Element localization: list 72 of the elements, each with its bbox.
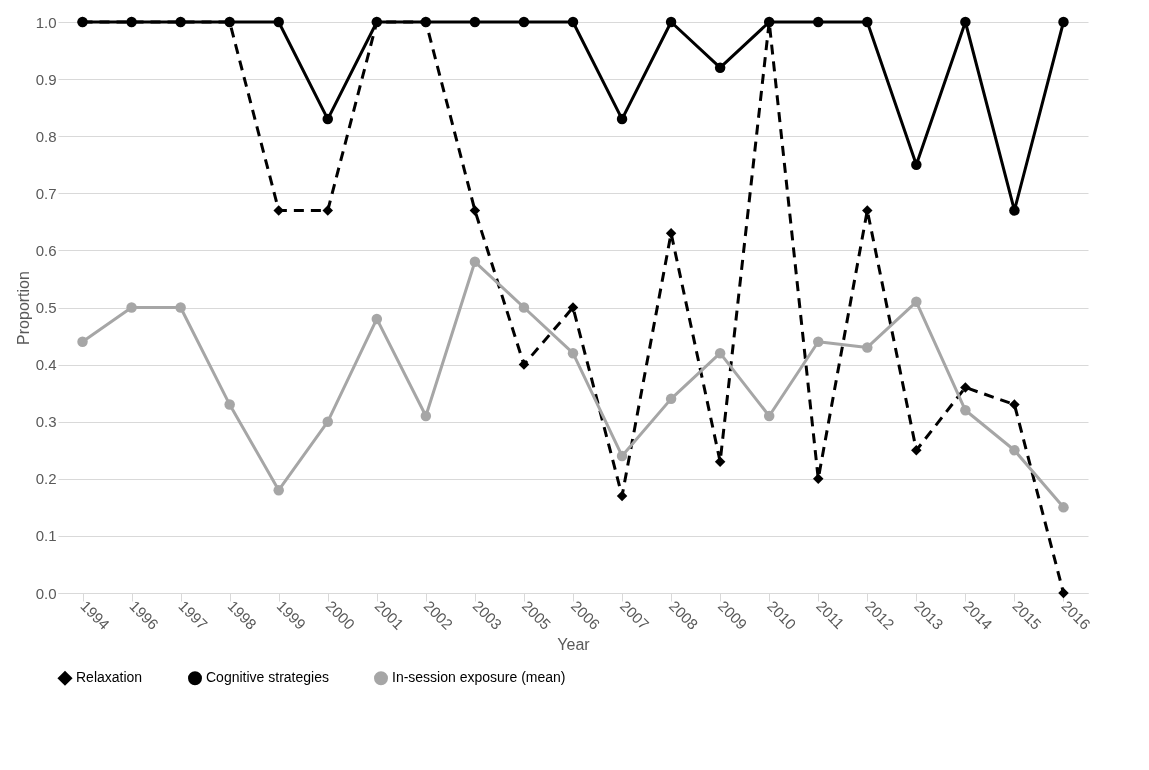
point <box>665 16 677 28</box>
point <box>763 410 775 422</box>
y-tick-label: 0.2 <box>35 470 57 488</box>
point <box>518 302 530 313</box>
legend-label: In-session exposure (mean) <box>392 669 566 686</box>
point <box>567 16 579 28</box>
point <box>960 382 971 393</box>
point <box>862 16 873 28</box>
point <box>616 113 628 125</box>
point <box>812 16 824 28</box>
point <box>862 342 873 353</box>
point <box>1009 205 1020 216</box>
point <box>420 16 432 28</box>
point <box>567 302 579 313</box>
y-tick-label: 0.4 <box>35 356 57 374</box>
point <box>224 399 235 410</box>
point <box>322 416 334 427</box>
point <box>518 359 530 370</box>
point <box>911 159 922 170</box>
point <box>567 347 579 359</box>
y-tick-label: 0.9 <box>35 70 57 88</box>
point <box>175 302 186 313</box>
point <box>371 313 383 325</box>
point <box>518 16 530 28</box>
point <box>812 473 824 485</box>
point <box>322 205 334 216</box>
point <box>763 16 775 28</box>
point <box>273 205 284 216</box>
point <box>616 490 628 502</box>
point <box>77 336 88 347</box>
point <box>812 336 824 347</box>
point <box>665 393 677 405</box>
legend-label: Relaxation <box>76 669 143 686</box>
y-tick-label: 1.0 <box>35 13 57 31</box>
point <box>371 16 383 28</box>
y-axis-title: Proportion <box>14 271 32 345</box>
point <box>273 16 284 28</box>
point <box>126 302 137 313</box>
point <box>126 16 137 28</box>
point <box>862 205 873 216</box>
y-tick-label: 0.0 <box>35 584 57 602</box>
y-tick-label: 0.7 <box>35 184 57 202</box>
point <box>469 256 481 268</box>
point <box>714 62 726 73</box>
y-tick-label: 0.3 <box>35 413 57 431</box>
point <box>224 16 235 28</box>
point <box>1058 16 1069 28</box>
point <box>1058 502 1069 513</box>
point <box>665 228 677 239</box>
point <box>420 410 432 422</box>
legend-label: Cognitive strategies <box>206 669 329 686</box>
point <box>273 484 284 496</box>
point <box>469 16 481 28</box>
y-tick-label: 0.6 <box>35 241 57 259</box>
x-axis-title: Year <box>557 635 591 653</box>
point <box>911 296 922 308</box>
point <box>175 16 186 28</box>
point <box>469 205 481 216</box>
y-tick-label: 0.1 <box>35 527 57 545</box>
point <box>1009 445 1020 456</box>
point <box>77 16 88 28</box>
point <box>1009 399 1020 410</box>
point <box>616 450 628 462</box>
y-tick-label: 0.8 <box>35 127 57 145</box>
point <box>960 16 971 28</box>
point <box>1058 587 1069 599</box>
y-tick-label: 0.5 <box>35 299 57 316</box>
point <box>960 405 971 416</box>
point <box>322 113 334 125</box>
point <box>714 347 726 359</box>
point <box>714 456 726 467</box>
point <box>911 445 922 456</box>
